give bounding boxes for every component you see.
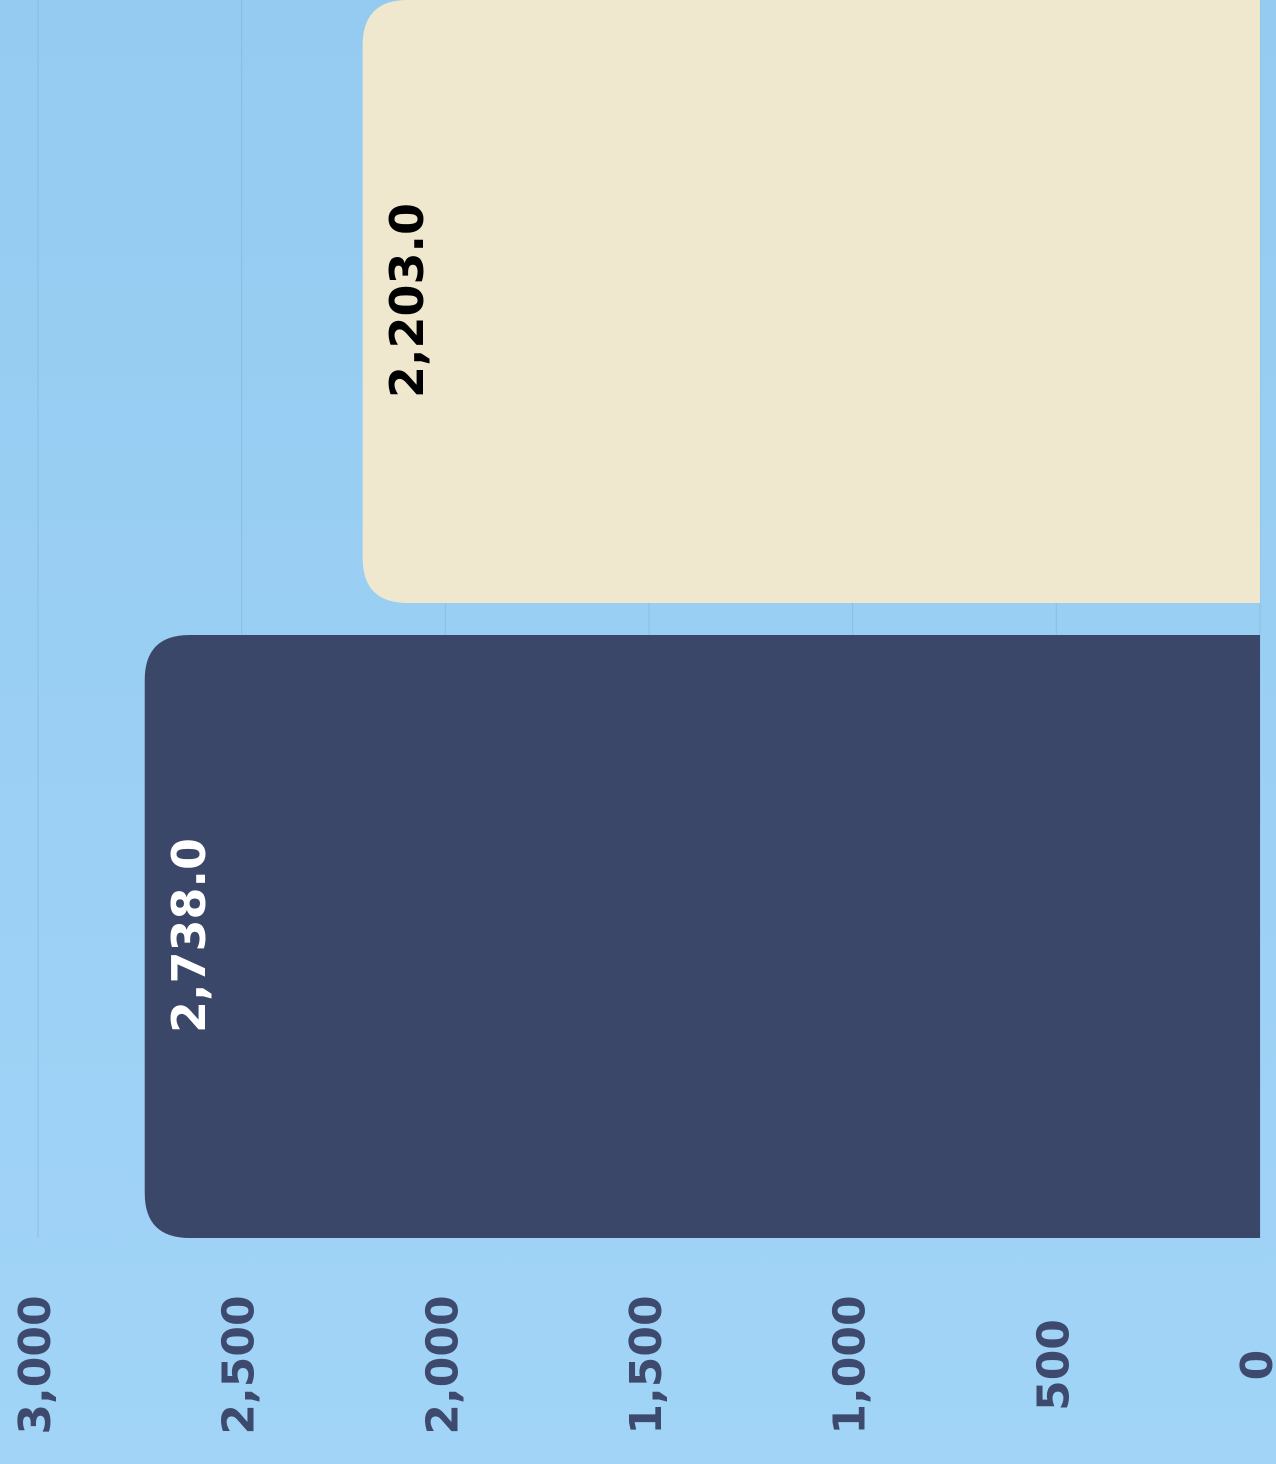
value-label: 2,203.0 bbox=[380, 203, 434, 398]
x-tick-label: 3,000 bbox=[10, 1295, 61, 1434]
bar bbox=[144, 635, 1261, 1238]
x-tick-label: 1,500 bbox=[621, 1295, 672, 1434]
x-tick-label: 2,500 bbox=[214, 1295, 265, 1434]
x-tick-label: 2,000 bbox=[417, 1295, 468, 1434]
x-tick-label: 0 bbox=[1232, 1350, 1276, 1381]
x-tick-label: 500 bbox=[1028, 1319, 1079, 1411]
x-tick-label: 1,000 bbox=[825, 1295, 876, 1434]
value-label: 2,738.0 bbox=[162, 838, 216, 1033]
bar bbox=[362, 0, 1260, 603]
